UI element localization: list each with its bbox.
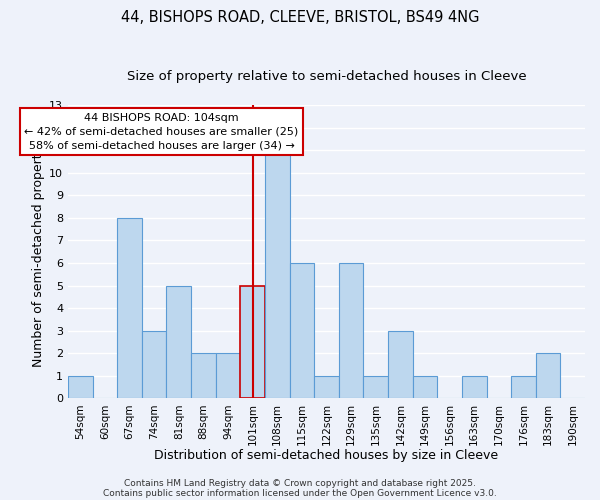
Text: 44 BISHOPS ROAD: 104sqm
← 42% of semi-detached houses are smaller (25)
58% of se: 44 BISHOPS ROAD: 104sqm ← 42% of semi-de…: [25, 113, 299, 151]
Bar: [166, 286, 191, 399]
Bar: [536, 353, 560, 399]
Y-axis label: Number of semi-detached properties: Number of semi-detached properties: [32, 136, 45, 368]
Bar: [462, 376, 487, 398]
Bar: [364, 376, 388, 398]
Bar: [290, 263, 314, 398]
Bar: [511, 376, 536, 398]
Title: Size of property relative to semi-detached houses in Cleeve: Size of property relative to semi-detach…: [127, 70, 526, 83]
Text: Contains HM Land Registry data © Crown copyright and database right 2025.: Contains HM Land Registry data © Crown c…: [124, 478, 476, 488]
Bar: [265, 150, 290, 398]
Bar: [142, 330, 166, 398]
Bar: [339, 263, 364, 398]
X-axis label: Distribution of semi-detached houses by size in Cleeve: Distribution of semi-detached houses by …: [154, 450, 499, 462]
Bar: [216, 353, 241, 399]
Text: 44, BISHOPS ROAD, CLEEVE, BRISTOL, BS49 4NG: 44, BISHOPS ROAD, CLEEVE, BRISTOL, BS49 …: [121, 10, 479, 25]
Bar: [413, 376, 437, 398]
Bar: [241, 286, 265, 399]
Bar: [388, 330, 413, 398]
Bar: [191, 353, 216, 399]
Bar: [117, 218, 142, 398]
Text: Contains public sector information licensed under the Open Government Licence v3: Contains public sector information licen…: [103, 488, 497, 498]
Bar: [314, 376, 339, 398]
Bar: [68, 376, 92, 398]
